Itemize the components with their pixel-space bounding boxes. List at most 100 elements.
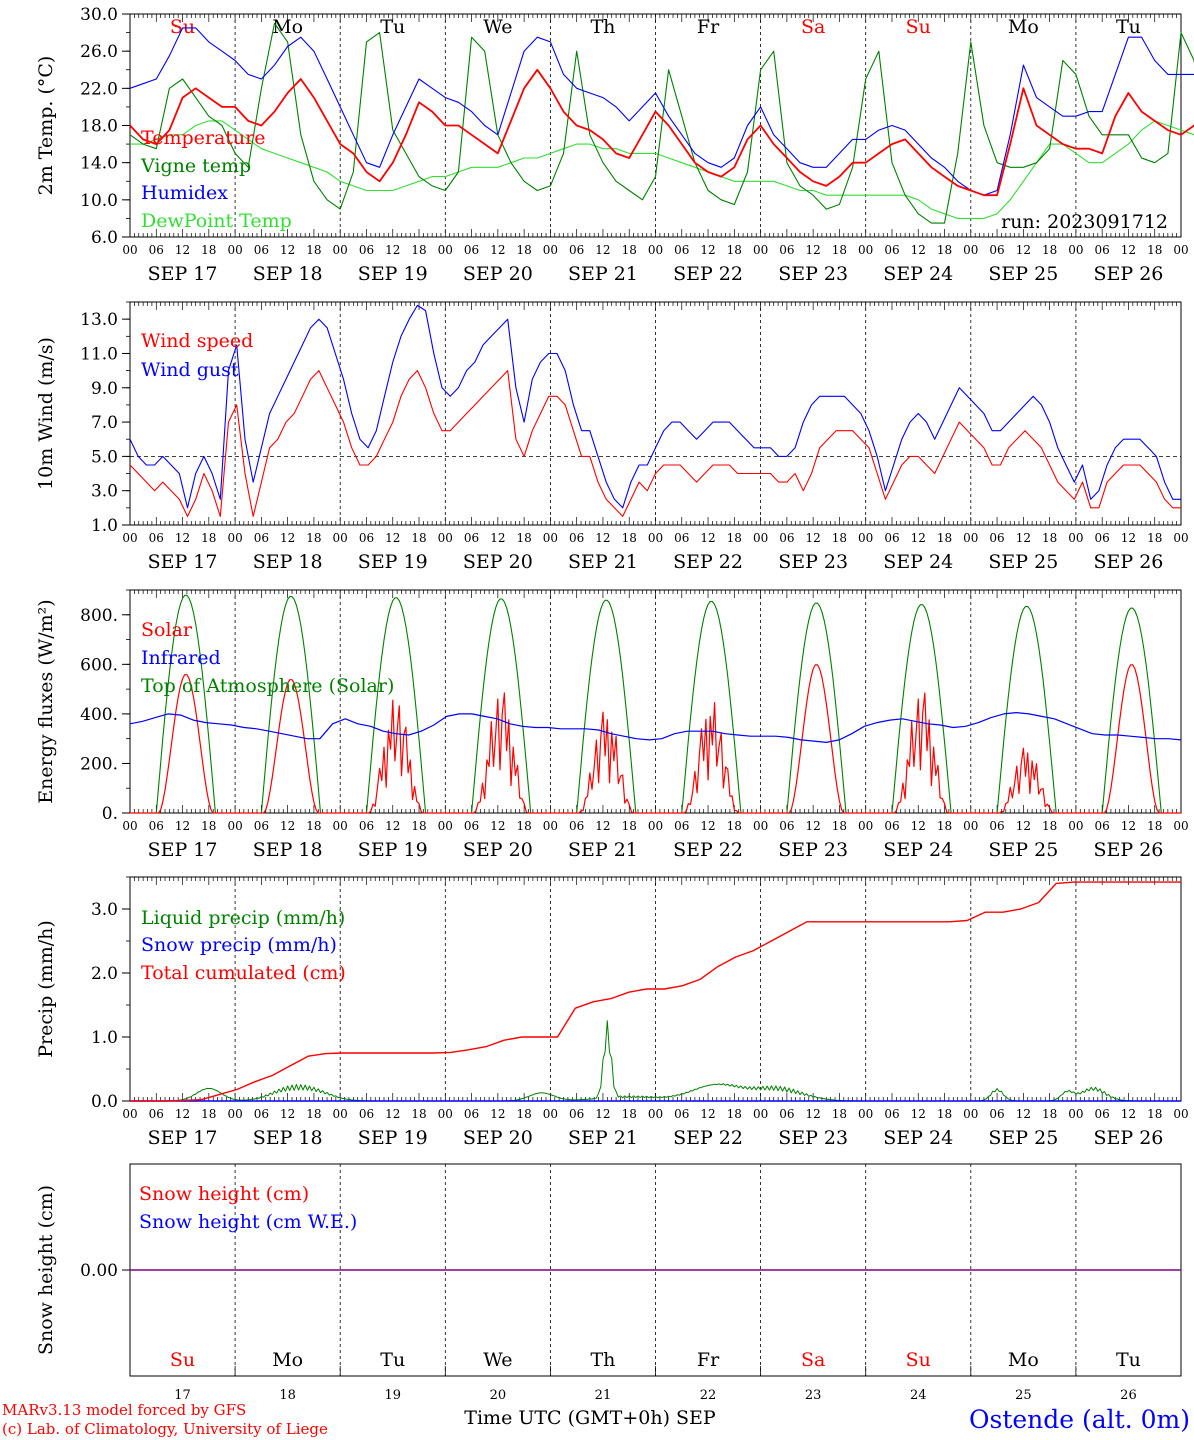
hour-tick-label: 00: [858, 243, 873, 257]
day-number-label: 20: [490, 1388, 507, 1403]
date-label: SEP 17: [148, 839, 218, 861]
hour-tick-label: 12: [280, 819, 295, 833]
hour-tick-label: 18: [306, 819, 321, 833]
hour-tick-label: 12: [490, 531, 505, 545]
hour-tick-label: 12: [1016, 1107, 1031, 1121]
hour-tick-label: 06: [884, 531, 899, 545]
hour-tick-label: 00: [1068, 1107, 1083, 1121]
y-axis-label: Precip (mm/h): [35, 920, 57, 1058]
date-label: SEP 21: [568, 263, 638, 285]
hour-tick-label: 06: [1095, 243, 1110, 257]
hour-tick-label: 00: [333, 1107, 348, 1121]
hour-tick-label: 12: [911, 1107, 926, 1121]
hour-tick-label: 00: [753, 819, 768, 833]
hour-tick-label: 18: [832, 531, 847, 545]
hour-tick-label: 00: [648, 531, 663, 545]
hour-tick-label: 18: [622, 531, 637, 545]
hour-tick-label: 00: [438, 819, 453, 833]
hour-tick-label: 00: [438, 1107, 453, 1121]
day-number-label: 17: [174, 1388, 191, 1403]
hour-tick-label: 00: [227, 819, 242, 833]
y-tick-label: 3.0: [91, 482, 118, 502]
hour-tick-label: 06: [569, 819, 584, 833]
day-label: Sa: [801, 16, 825, 38]
hour-tick-label: 06: [464, 819, 479, 833]
hour-tick-label: 06: [149, 531, 164, 545]
hour-tick-label: 12: [280, 243, 295, 257]
date-label: SEP 20: [463, 1127, 533, 1149]
series-line-total-cumulated: [130, 881, 1181, 1102]
hour-tick-label: 06: [884, 819, 899, 833]
date-label: SEP 23: [778, 1127, 848, 1149]
panel-1: 00 06 12 18 00 06 12 18 00 06 12 18 00 06 12 18 00 06 12 18…: [35, 5, 1194, 285]
date-label: SEP 24: [883, 263, 953, 285]
hour-tick-label: 12: [280, 1107, 295, 1121]
hour-tick-label: 18: [937, 243, 952, 257]
hour-tick-label: 12: [385, 243, 400, 257]
hour-tick-label: 00: [858, 819, 873, 833]
date-label: SEP 25: [988, 551, 1058, 573]
hour-tick-label: 00: [963, 243, 978, 257]
hour-tick-label: 18: [1147, 1107, 1162, 1121]
hour-tick-label: 06: [359, 243, 374, 257]
hour-tick-label: 12: [385, 819, 400, 833]
hour-tick-label: 06: [149, 1107, 164, 1121]
hour-tick-label: 12: [595, 531, 610, 545]
legend-label: Liquid precip (mm/h): [141, 907, 345, 929]
plot-frame: [129, 13, 1182, 238]
hour-tick-label: 06: [254, 243, 269, 257]
hour-tick-label: 00: [227, 1107, 242, 1121]
day-label: Tu: [380, 1349, 405, 1371]
hour-tick-label: 18: [1042, 243, 1057, 257]
date-label: SEP 23: [778, 551, 848, 573]
day-label: Th: [590, 1349, 615, 1371]
hour-tick-label: 00: [963, 1107, 978, 1121]
hour-tick-label: 18: [201, 1107, 216, 1121]
legend-label: DewPoint Temp: [141, 210, 292, 232]
y-tick-label: 0.00: [80, 1261, 118, 1281]
hour-tick-label: 00: [543, 819, 558, 833]
day-number-label: 24: [910, 1388, 927, 1403]
panel-3: 00 06 12 18 00 06 12 18 00 06 12 18 00 06 12 18 00 06 12 18…: [35, 589, 1189, 861]
hour-tick-label: 00: [1173, 243, 1188, 257]
hour-tick-label: 12: [175, 531, 190, 545]
hour-tick-label: 12: [1121, 531, 1136, 545]
hour-tick-label: 12: [385, 1107, 400, 1121]
hour-tick-label: 12: [490, 819, 505, 833]
hour-tick-label: 06: [884, 243, 899, 257]
y-tick-label: 600.: [80, 655, 118, 675]
hour-tick-label: 18: [201, 819, 216, 833]
hour-tick-label: 12: [1016, 531, 1031, 545]
hour-tick-label: 12: [911, 243, 926, 257]
hour-tick-label: 12: [490, 243, 505, 257]
y-tick-label: 18.0: [80, 117, 118, 137]
credit-line: MARv3.13 model forced by GFS: [2, 1401, 246, 1419]
date-label: SEP 26: [1094, 839, 1164, 861]
hour-tick-label: 12: [700, 1107, 715, 1121]
hour-tick-label: 00: [648, 1107, 663, 1121]
hour-tick-label: 18: [1147, 531, 1162, 545]
hour-tick-label: 12: [595, 243, 610, 257]
day-label: Su: [170, 1349, 195, 1371]
y-axis-label: Snow height (cm): [35, 1185, 57, 1355]
hour-tick-label: 18: [832, 1107, 847, 1121]
hour-tick-label: 00: [858, 531, 873, 545]
date-label: SEP 22: [673, 551, 743, 573]
hour-tick-label: 12: [280, 531, 295, 545]
date-label: SEP 23: [778, 839, 848, 861]
hour-tick-label: 06: [989, 1107, 1004, 1121]
day-number-label: 21: [595, 1388, 612, 1403]
hour-tick-label: 18: [937, 1107, 952, 1121]
hour-tick-label: 06: [779, 531, 794, 545]
y-axis-label: 2m Temp. (°C): [35, 56, 57, 196]
hour-tick-label: 00: [122, 1107, 137, 1121]
day-label: Tu: [1116, 1349, 1141, 1371]
hour-tick-label: 00: [858, 1107, 873, 1121]
series-line-infrared: [129, 711, 1182, 744]
date-label: SEP 18: [253, 839, 323, 861]
y-tick-label: 13.0: [80, 310, 118, 330]
y-tick-label: 2.0: [91, 964, 118, 984]
day-number-label: 26: [1120, 1388, 1137, 1403]
panel-5: 0.00 Snow height (cm) Snow height (cm) Snow…: [35, 1163, 1182, 1403]
legend-label: Top of Atmosphere (Solar): [141, 675, 394, 697]
